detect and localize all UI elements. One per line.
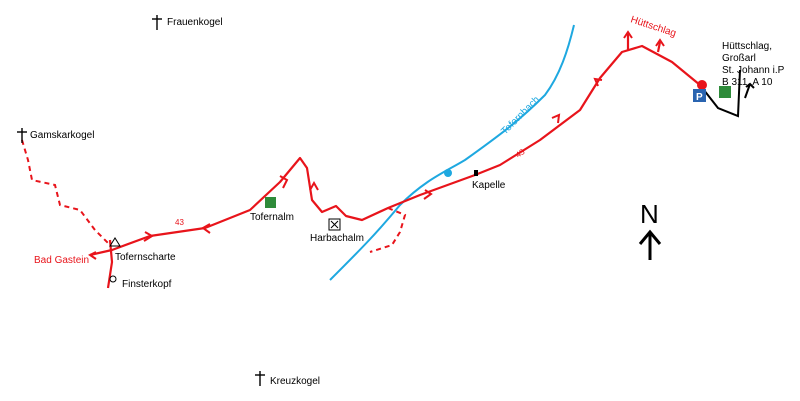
route-dashed — [369, 207, 407, 253]
route-dashed — [21, 139, 111, 246]
access-line: B 311, A 10 — [722, 77, 773, 88]
hut-icon — [719, 86, 731, 98]
route-side — [106, 239, 114, 289]
route-number: 43 — [175, 218, 184, 227]
route — [89, 44, 701, 257]
summit-icon — [109, 275, 117, 283]
place-label: Harbachalm — [310, 233, 364, 244]
peak-cross — [152, 15, 162, 30]
parking-label: P — [696, 92, 703, 103]
peak-cross — [255, 371, 265, 386]
route-arrow-up — [623, 30, 665, 47]
route-arrow — [88, 77, 603, 260]
road — [699, 69, 741, 118]
access-line: St. Johann i.P — [722, 65, 785, 76]
north-arrow — [638, 229, 662, 260]
stream-label: Tofernbach — [499, 94, 542, 137]
chapel-icon — [474, 170, 478, 176]
access-line: Hüttschlag, — [722, 41, 772, 52]
peak-label: Gamskarkogel — [30, 130, 94, 141]
start-point — [697, 80, 707, 90]
peak-label: Kreuzkogel — [270, 376, 320, 387]
destination-label: Hüttschlag — [629, 14, 677, 39]
pass-icon — [109, 237, 121, 247]
access-line: Großarl — [722, 53, 756, 64]
peak-label: Frauenkogel — [167, 17, 223, 28]
hut-icon — [265, 197, 276, 208]
destination-label: Bad Gastein — [34, 255, 89, 266]
spring — [444, 169, 452, 177]
route-branch — [626, 34, 662, 53]
north-label: N — [640, 199, 659, 229]
parking-icon — [693, 89, 706, 102]
stream-line — [329, 24, 575, 281]
peak-label: Finsterkopf — [122, 279, 172, 290]
restaurant-icon-mark — [330, 220, 339, 229]
peak-cross — [17, 128, 27, 143]
road-arrow — [744, 82, 755, 99]
place-label: Tofernalm — [250, 212, 294, 223]
place-label: Tofernscharte — [115, 252, 176, 263]
place-label: Kapelle — [472, 180, 506, 191]
